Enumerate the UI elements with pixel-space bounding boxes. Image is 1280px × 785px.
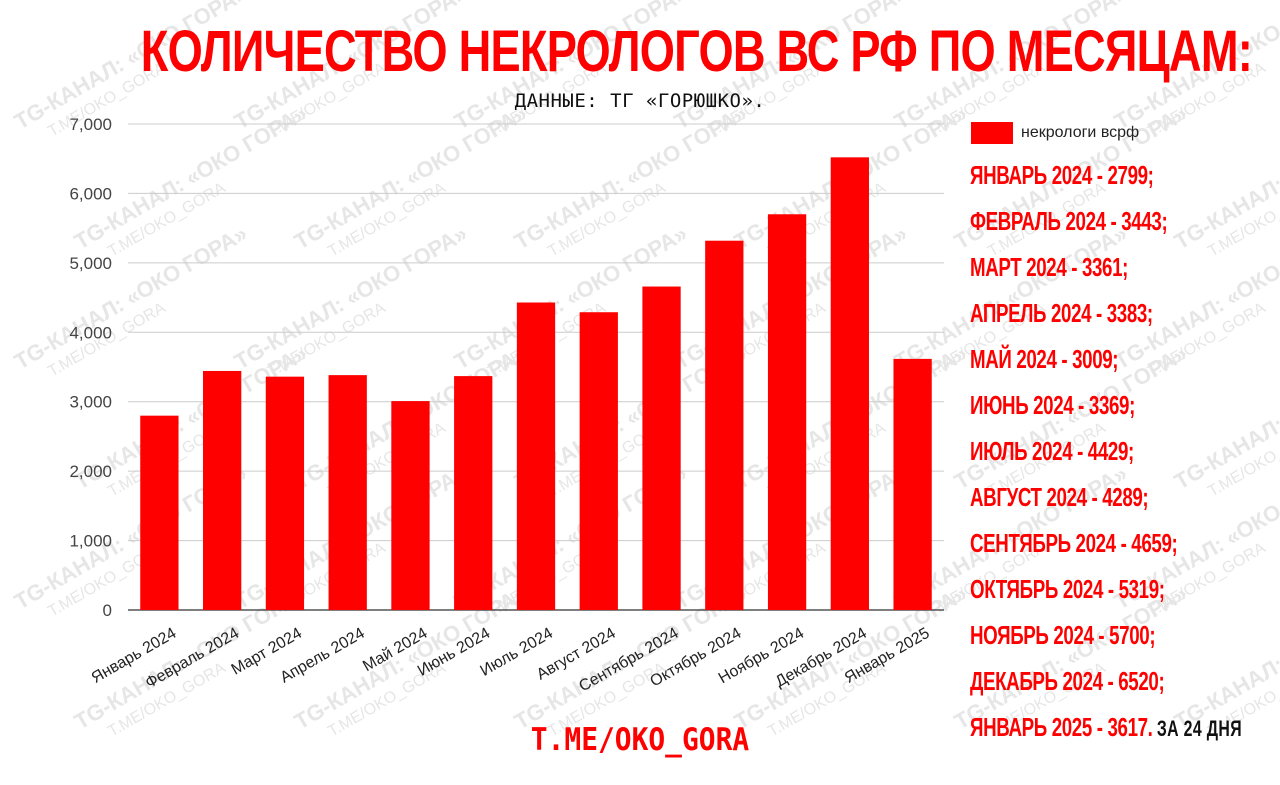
y-tick-label: 1,000 [69,532,112,551]
bar [705,240,744,611]
page-title: КОЛИЧЕСТВО НЕКРОЛОГОВ ВС РФ ПО МЕСЯЦАМ: [140,19,1253,84]
list-item: СЕНТЯБРЬ 2024 - 4659; [970,528,1178,558]
bar [579,312,618,610]
list-item: ИЮЛЬ 2024 - 4429; [970,436,1134,466]
list-item: ДЕКАБРЬ 2024 - 6520; [970,666,1165,696]
list-note: ЗА 24 ДНЯ [1156,716,1242,741]
bar [830,157,869,610]
list-item: ИЮНЬ 2024 - 3369; [970,390,1135,420]
bar [265,376,305,610]
bar [328,375,367,610]
bar [893,358,932,610]
chart-legend: некрологи всрф [971,122,1139,144]
legend-swatch [971,122,1013,144]
list-item: АПРЕЛЬ 2024 - 3383; [970,298,1153,328]
bar-chart: 01,0002,0003,0004,0005,0006,0007,000Янва… [69,115,944,695]
page-subtitle: ДАННЫЕ: ТГ «ГОРЮШКО». [514,90,766,112]
y-tick-label: 6,000 [69,184,112,203]
bar [140,415,179,610]
footer-link: T.ME/OKO_GORA [530,722,750,758]
list-item: ЯНВАРЬ 2024 - 2799; [970,160,1154,190]
list-item-last: ЯНВАРЬ 2025 - 3617. ЗА 24 ДНЯ [970,709,1272,755]
legend-label: некрологи всрф [1021,124,1140,141]
y-tick-label: 2,000 [69,462,112,481]
y-tick-label: 4,000 [69,323,112,342]
list-item: ОКТЯБРЬ 2024 - 5319; [970,574,1165,604]
list-item: ФЕВРАЛЬ 2024 - 3443; [970,206,1168,236]
list-item: АВГУСТ 2024 - 4289; [970,482,1149,512]
bar [516,302,556,610]
list-item: НОЯБРЬ 2024 - 5700; [970,620,1156,650]
monthly-values-list: ЯНВАРЬ 2024 - 2799; ФЕВРАЛЬ 2024 - 3443;… [970,157,1275,755]
bar [454,376,493,610]
y-tick-label: 5,000 [69,254,112,273]
bar [767,214,807,610]
bar [391,401,430,610]
list-item: МАРТ 2024 - 3361; [970,252,1129,282]
list-item-text: ЯНВАРЬ 2025 - 3617. [970,712,1153,742]
bar [203,370,242,610]
y-tick-label: 0 [103,601,112,620]
list-item: МАЙ 2024 - 3009; [970,344,1119,374]
y-tick-label: 7,000 [69,115,112,134]
bar [642,286,681,610]
y-tick-label: 3,000 [69,393,112,412]
